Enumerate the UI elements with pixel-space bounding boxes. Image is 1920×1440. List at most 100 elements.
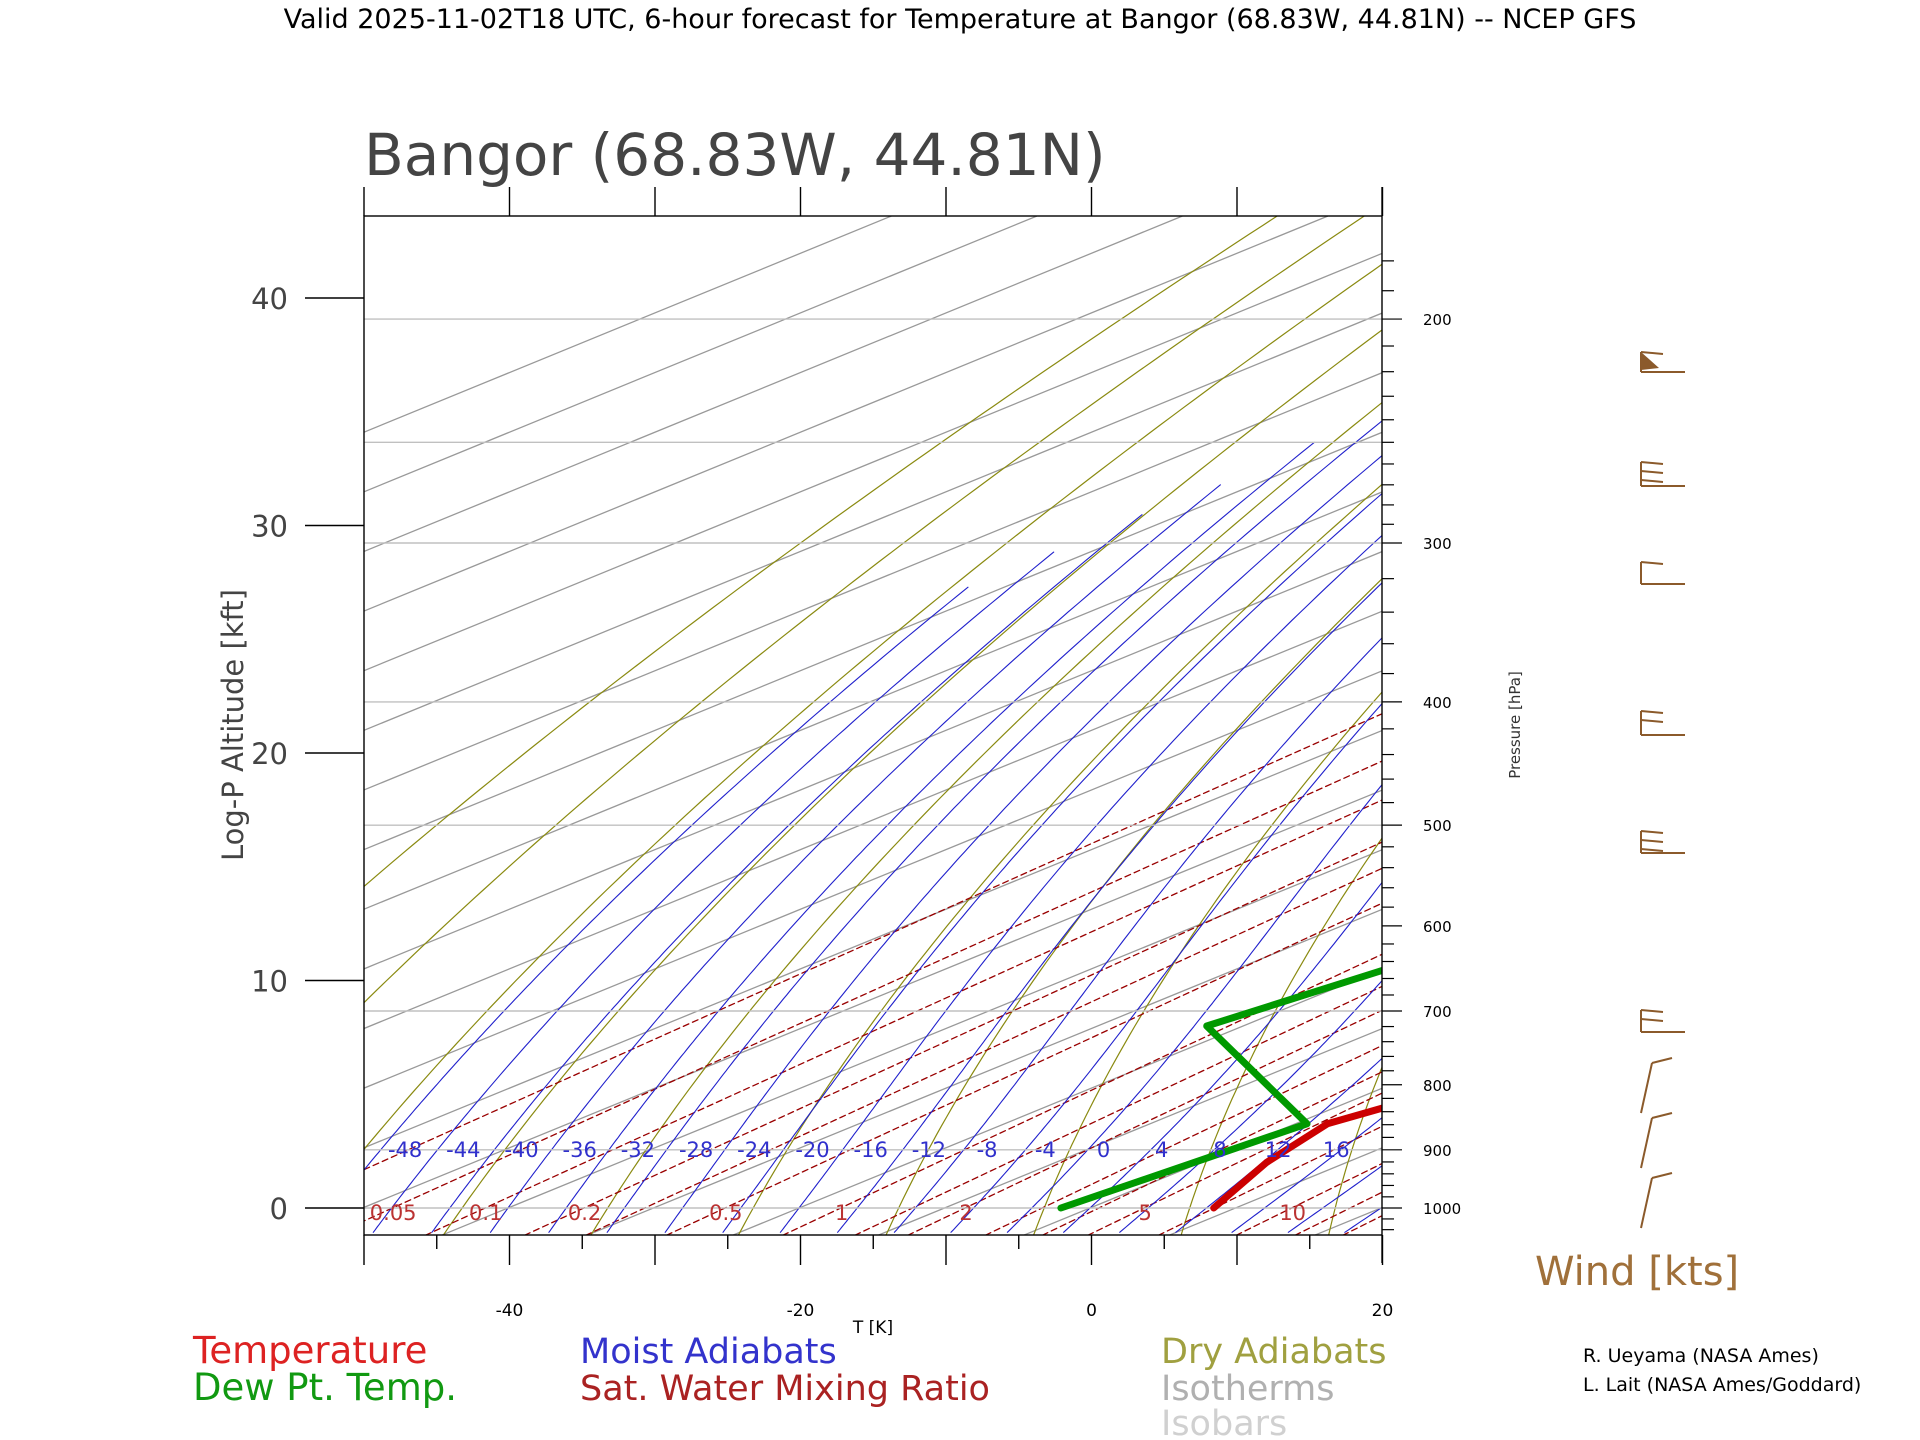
pressure-tick-label: 500 (1423, 817, 1452, 835)
moist-adiabat-label: -24 (737, 1138, 771, 1162)
pressure-tick-label: 200 (1423, 311, 1452, 329)
moist-adiabat-label: -4 (1035, 1138, 1056, 1162)
wind-barb-feather (1640, 479, 1664, 483)
dry-adiabat-line (1328, 1065, 1382, 1235)
credit-2: L. Lait (NASA Ames/Goddard) (1583, 1374, 1861, 1396)
x-tick-label: -20 (787, 1301, 815, 1321)
isotherm-line (364, 789, 1382, 1209)
isotherm-line (1022, 1087, 1382, 1235)
wind-label: Wind [kts] (1535, 1249, 1739, 1295)
background-lines (364, 141, 1920, 1235)
mixing-ratio-line (364, 760, 1382, 1222)
moist-adiabat-label: -8 (977, 1138, 998, 1162)
moist-adiabat-line (606, 420, 1382, 1233)
moist-adiabat-line (1402, 141, 1920, 1232)
wind-barb-flag (1651, 1057, 1673, 1064)
y-tick-label: 40 (251, 282, 288, 316)
y-tick-label: 0 (270, 1192, 288, 1226)
isotherm-line (1605, 216, 1920, 1235)
y-axis-label: Log-P Altitude [kft] (216, 589, 250, 861)
pressure-tick-label: 1000 (1423, 1200, 1461, 1218)
mixing-ratio-line (585, 867, 1382, 1235)
wind-barb (1640, 710, 1685, 736)
pressure-tick-label: 400 (1423, 694, 1452, 712)
wind-barb-pennant (1641, 352, 1659, 370)
wind-barb-staff (1640, 1117, 1653, 1169)
wind-barb-feather (1640, 710, 1664, 714)
moist-adiabat-label: -32 (621, 1138, 655, 1162)
wind-barb-staff (1640, 1177, 1653, 1229)
isotherm-line (586, 908, 1382, 1235)
moist-adiabat-line (1231, 1117, 1382, 1233)
moist-adiabat-line (664, 454, 1382, 1233)
moist-adiabat-line (779, 534, 1382, 1233)
moist-adiabat-label: -16 (854, 1138, 888, 1162)
wind-barb-feather (1640, 461, 1664, 465)
isotherm-line (364, 216, 1329, 612)
moist-adiabat-line (1458, 141, 1920, 1232)
moist-adiabat-line (1516, 141, 1920, 1232)
moist-adiabat-label: -12 (912, 1138, 946, 1162)
legend-moist-adiabats: Moist Adiabats (580, 1332, 837, 1372)
moist-adiabat-line (722, 492, 1382, 1233)
header-title: Valid 2025-11-02T18 UTC, 6-hour forecast… (284, 4, 1637, 35)
moist-adiabat-line (950, 702, 1382, 1233)
moist-adiabat-line (372, 551, 1055, 1233)
mixing-ratio-line (665, 902, 1382, 1235)
wind-barb (1640, 351, 1685, 373)
mixing-ratio-line (1294, 1191, 1382, 1235)
pressure-tick-label: 700 (1423, 1003, 1452, 1021)
isotherm-line (1313, 1206, 1382, 1235)
moist-adiabat-label: -44 (446, 1138, 480, 1162)
isotherm-line (731, 968, 1382, 1235)
mixing-ratio-line (854, 985, 1382, 1235)
mixing-ratio-line (424, 799, 1382, 1235)
wind-barb-flag (1651, 1112, 1673, 1119)
x-axis-label: T [K] (852, 1318, 893, 1338)
legend-temperature: Temperature (192, 1329, 427, 1372)
isotherm-line (364, 216, 1183, 553)
dry-adiabat-line (1624, 216, 1920, 1235)
moist-adiabat-label: -40 (504, 1138, 538, 1162)
isotherm-line (364, 372, 1382, 791)
isotherm-line (364, 491, 1382, 910)
mixing-ratio-line (1087, 1092, 1382, 1235)
legend-dewpoint: Dew Pt. Temp. (193, 1366, 457, 1409)
wind-barb-flag (1651, 1172, 1673, 1179)
moist-adiabat-line (1119, 979, 1382, 1233)
series-lines (1057, 966, 1382, 1212)
moist-adiabat-label: 4 (1155, 1138, 1168, 1162)
moist-adiabat-line (837, 582, 1382, 1233)
isotherm-line (364, 610, 1382, 1030)
mixing-ratio-label: 5 (1138, 1201, 1151, 1225)
mixing-ratio-label: 0.5 (709, 1201, 742, 1225)
pressure-tick-label: 800 (1423, 1077, 1452, 1095)
wind-barb-feather (1640, 351, 1664, 355)
mixing-ratio-label: 1 (835, 1201, 848, 1225)
moist-adiabat-line (364, 586, 969, 1171)
isotherm-line (1168, 1147, 1382, 1235)
dry-adiabat-line (1476, 216, 1920, 1235)
isotherm-line (364, 670, 1382, 1089)
wind-barb-feather (1640, 830, 1664, 834)
moist-adiabat-label: 0 (1097, 1138, 1110, 1162)
wind-barb-feather (1640, 1018, 1664, 1022)
wind-barb (1640, 1057, 1673, 1114)
mixing-ratio-line (523, 841, 1382, 1235)
moist-adiabat-line (489, 484, 1221, 1233)
wind-barb-feather (1640, 848, 1664, 852)
pressure-tick-label: 900 (1423, 1142, 1452, 1160)
legend-mixing-ratio: Sat. Water Mixing Ratio (580, 1369, 990, 1409)
mixing-ratio-label: 0.1 (469, 1201, 502, 1225)
mixing-ratio-label: 2 (959, 1201, 972, 1225)
moist-adiabat-label: 8 (1213, 1138, 1226, 1162)
dry-adiabat-line (364, 216, 1278, 888)
isotherm-line (364, 216, 892, 433)
mixing-ratio-line (907, 1009, 1382, 1235)
isotherm-line (364, 729, 1382, 1149)
dry-adiabat-line (1032, 691, 1382, 1235)
moist-adiabat-line (1006, 783, 1382, 1233)
wind-barb-feather (1640, 561, 1664, 565)
